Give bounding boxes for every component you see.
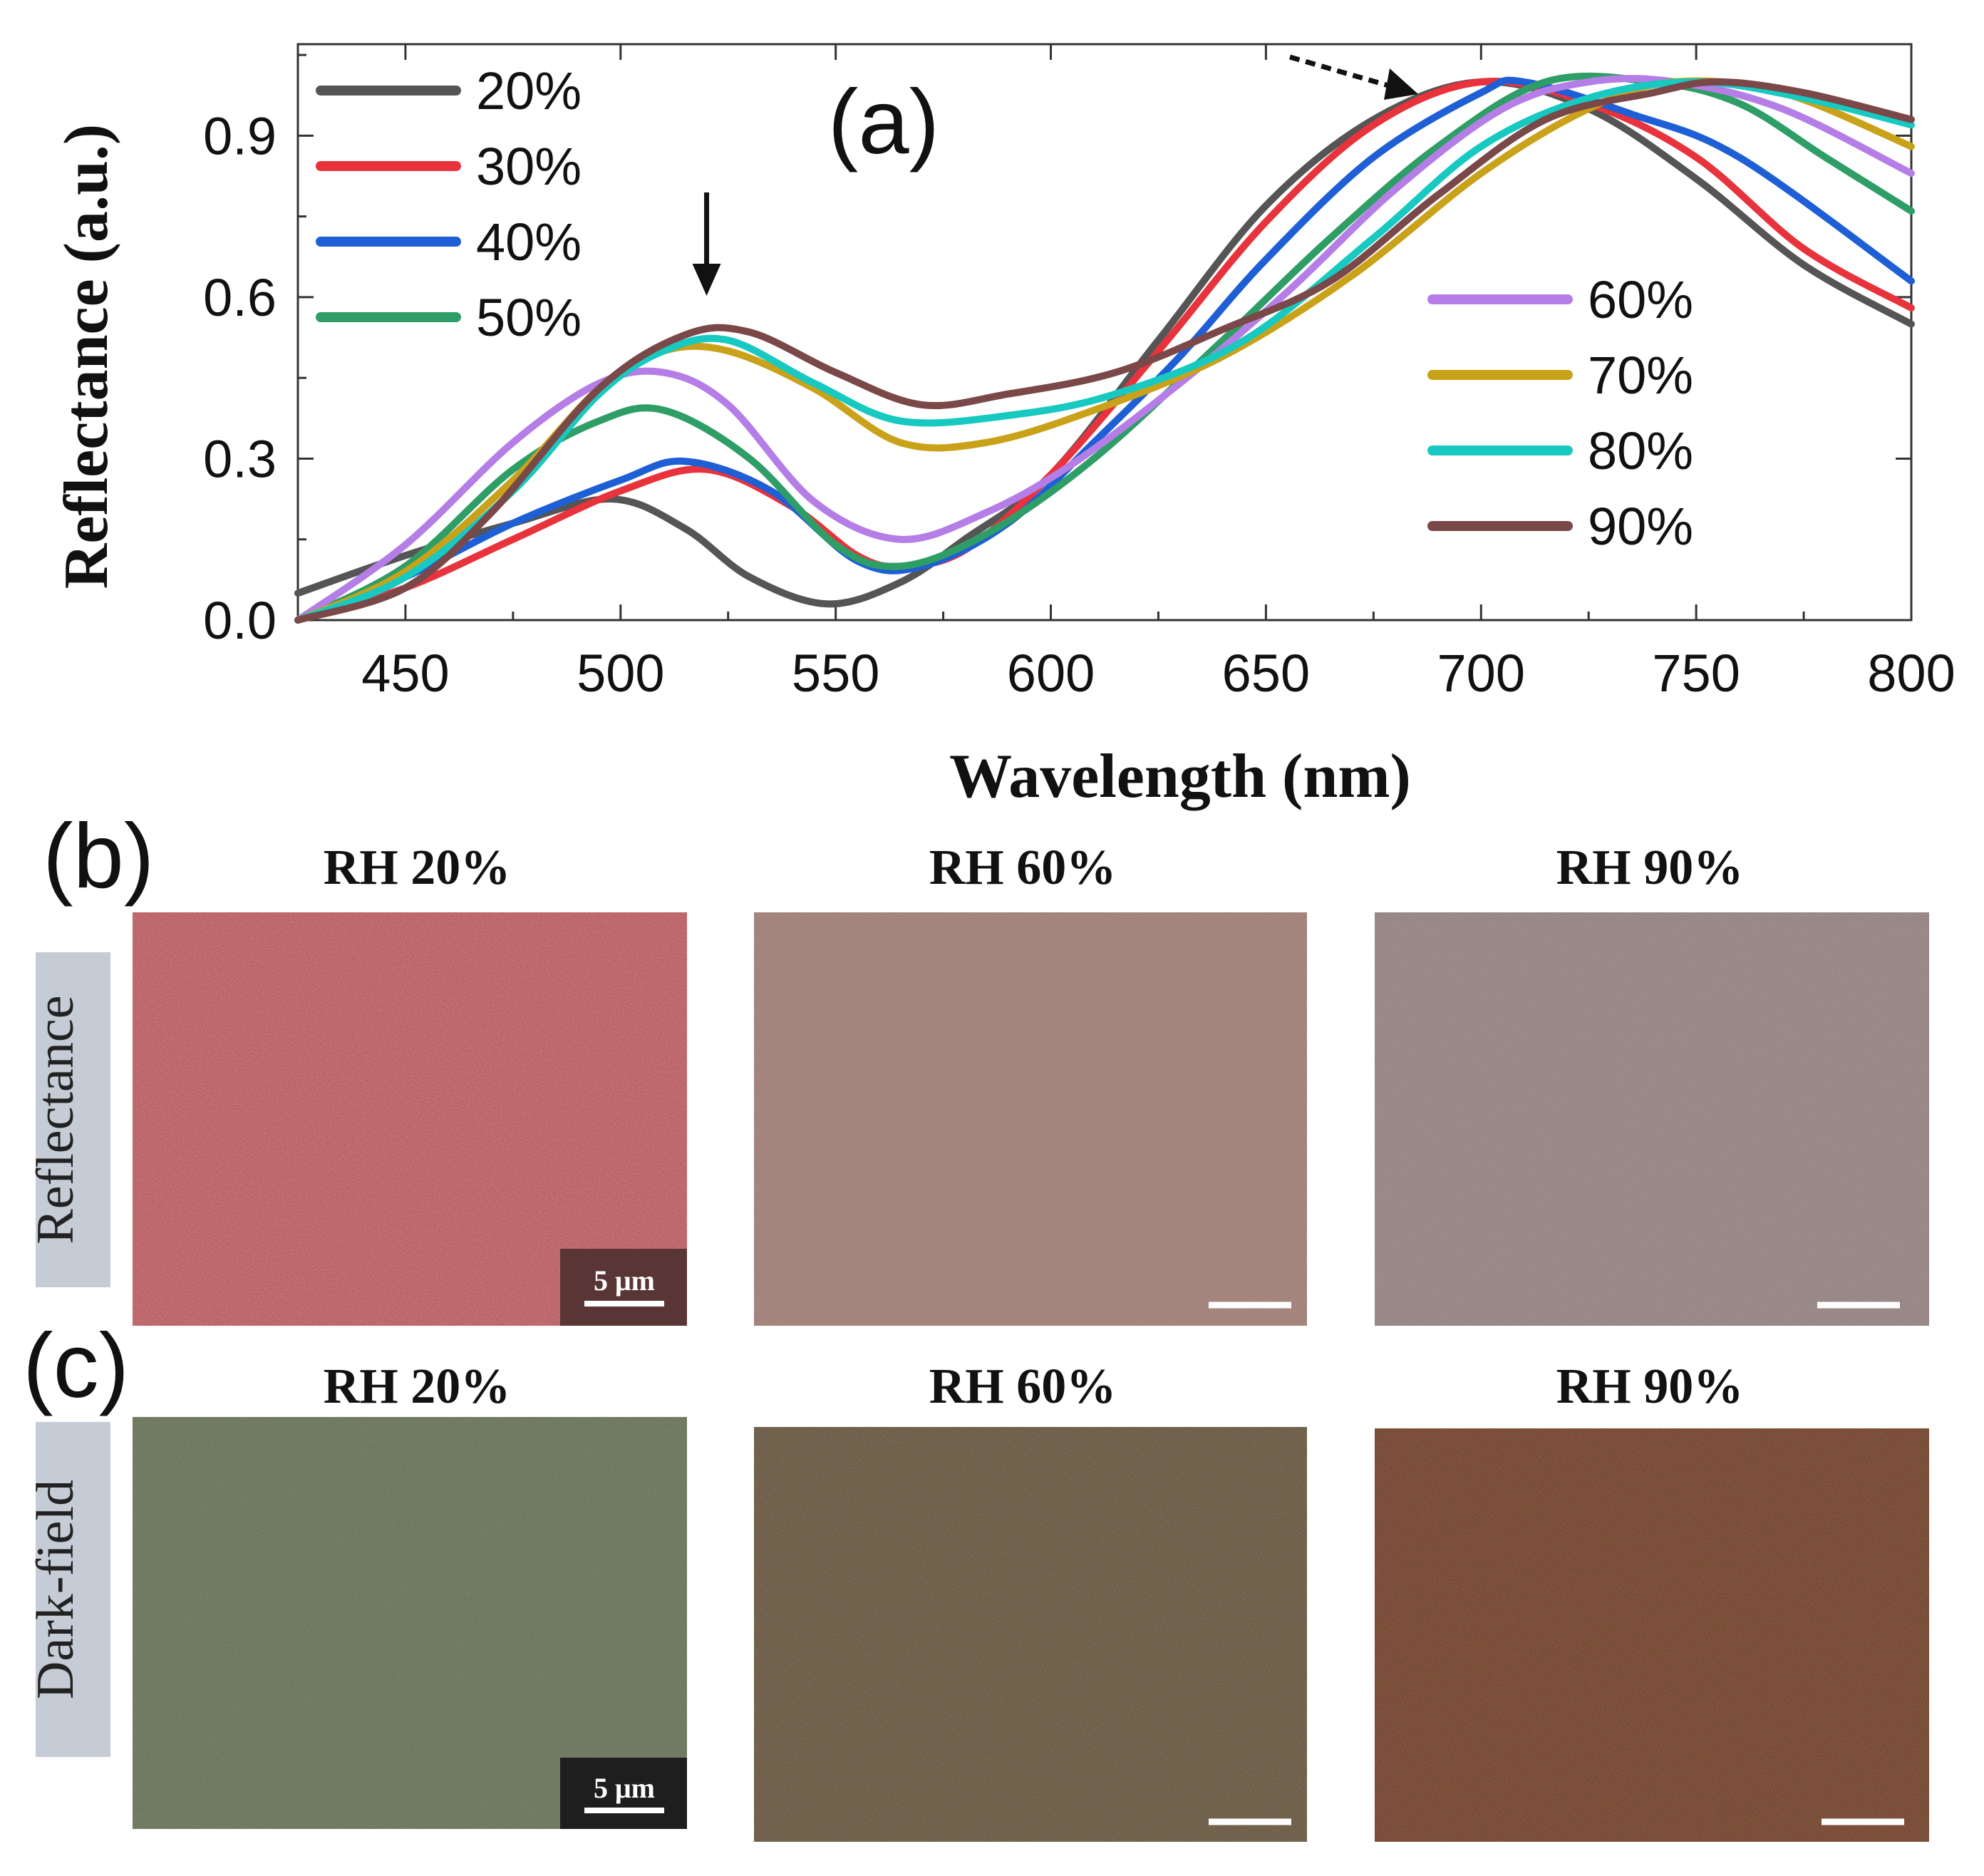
legend-left: 20% 30% 40% 50%	[316, 61, 582, 347]
panel-c-label: (c)	[23, 1315, 129, 1417]
scale-bar-label: 5 μm	[594, 1772, 655, 1804]
scale-bar-box	[560, 1758, 687, 1829]
y-tick-label: 0.9	[203, 106, 277, 165]
solid-down-arrow	[692, 192, 721, 296]
image-b-rh60	[754, 912, 1307, 1326]
image-c-rh60	[754, 1427, 1307, 1842]
panel-b-label: (b)	[43, 805, 154, 907]
x-tick-label: 500	[577, 644, 664, 703]
legend-label: 20%	[476, 61, 582, 120]
series-lines	[294, 72, 1915, 624]
legend-label: 70%	[1588, 346, 1693, 405]
image-c-rh90	[1375, 1428, 1929, 1842]
x-tick-label: 450	[361, 644, 449, 703]
dashed-right-arrow	[1289, 54, 1418, 100]
title-b-rh20: RH 20%	[324, 840, 511, 895]
y-axis-title: Reflectance (a.u.)	[52, 124, 121, 589]
y-tick-label: 0.6	[203, 268, 277, 327]
y-tick-label: 0.0	[203, 591, 277, 650]
x-tick-labels: 450 500 550 600 650 700 750 800	[361, 644, 1955, 703]
panel-b: (b) Reflectance RH 20% RH 60% RH 90% 5 μ…	[26, 805, 1929, 1326]
scale-bar-label: 5 μm	[594, 1264, 655, 1297]
series-line-40pct	[294, 76, 1915, 624]
x-tick-label: 650	[1222, 644, 1310, 703]
series-line-30pct	[294, 78, 1915, 624]
legend-right: 60% 70% 80% 90%	[1427, 270, 1693, 556]
title-c-rh90: RH 90%	[1556, 1359, 1744, 1414]
x-tick-label: 600	[1007, 644, 1095, 703]
axis-ticks	[296, 44, 1913, 622]
x-tick-label: 550	[792, 644, 879, 703]
legend-label: 40%	[476, 212, 582, 272]
image-c-rh20: 5 μm	[133, 1417, 687, 1829]
panel-a-label: (a)	[828, 71, 939, 173]
title-b-rh90: RH 90%	[1556, 840, 1744, 895]
series-line-80pct	[294, 78, 1915, 624]
row-label-reflectance: Reflectance	[26, 995, 85, 1244]
x-tick-label: 800	[1867, 644, 1955, 703]
panel-a: 450 500 550 600 650 700 750 800 0.0 0.3 0.6 0.9 Wa…	[52, 43, 1955, 811]
title-c-rh60: RH 60%	[929, 1359, 1117, 1414]
panel-c: (c) Dark-field RH 20% RH 60% RH 90% 5 μm	[23, 1315, 1929, 1842]
legend-label: 50%	[476, 288, 582, 347]
series-line-60pct	[294, 75, 1915, 624]
x-tick-label: 750	[1652, 644, 1740, 703]
x-axis-title: Wavelength (nm)	[949, 742, 1411, 811]
title-c-rh20: RH 20%	[324, 1359, 511, 1414]
title-b-rh60: RH 60%	[929, 840, 1117, 895]
row-label-box-darkfield	[36, 1422, 110, 1757]
row-label-darkfield: Dark-field	[26, 1480, 85, 1699]
row-label-box-reflectance	[36, 952, 110, 1287]
image-b-rh90	[1375, 912, 1929, 1326]
image-b-rh20: 5 μm	[133, 912, 687, 1326]
scale-bar-box	[560, 1249, 687, 1326]
series-line-90pct	[294, 78, 1915, 624]
y-tick-label: 0.3	[203, 429, 277, 488]
legend-label: 60%	[1588, 270, 1693, 329]
x-tick-label: 700	[1437, 644, 1525, 703]
legend-label: 30%	[476, 137, 582, 196]
legend-label: 80%	[1588, 421, 1693, 480]
plot-frame	[296, 43, 1913, 622]
legend-label: 90%	[1588, 497, 1693, 556]
y-tick-labels: 0.0 0.3 0.6 0.9	[203, 106, 277, 650]
